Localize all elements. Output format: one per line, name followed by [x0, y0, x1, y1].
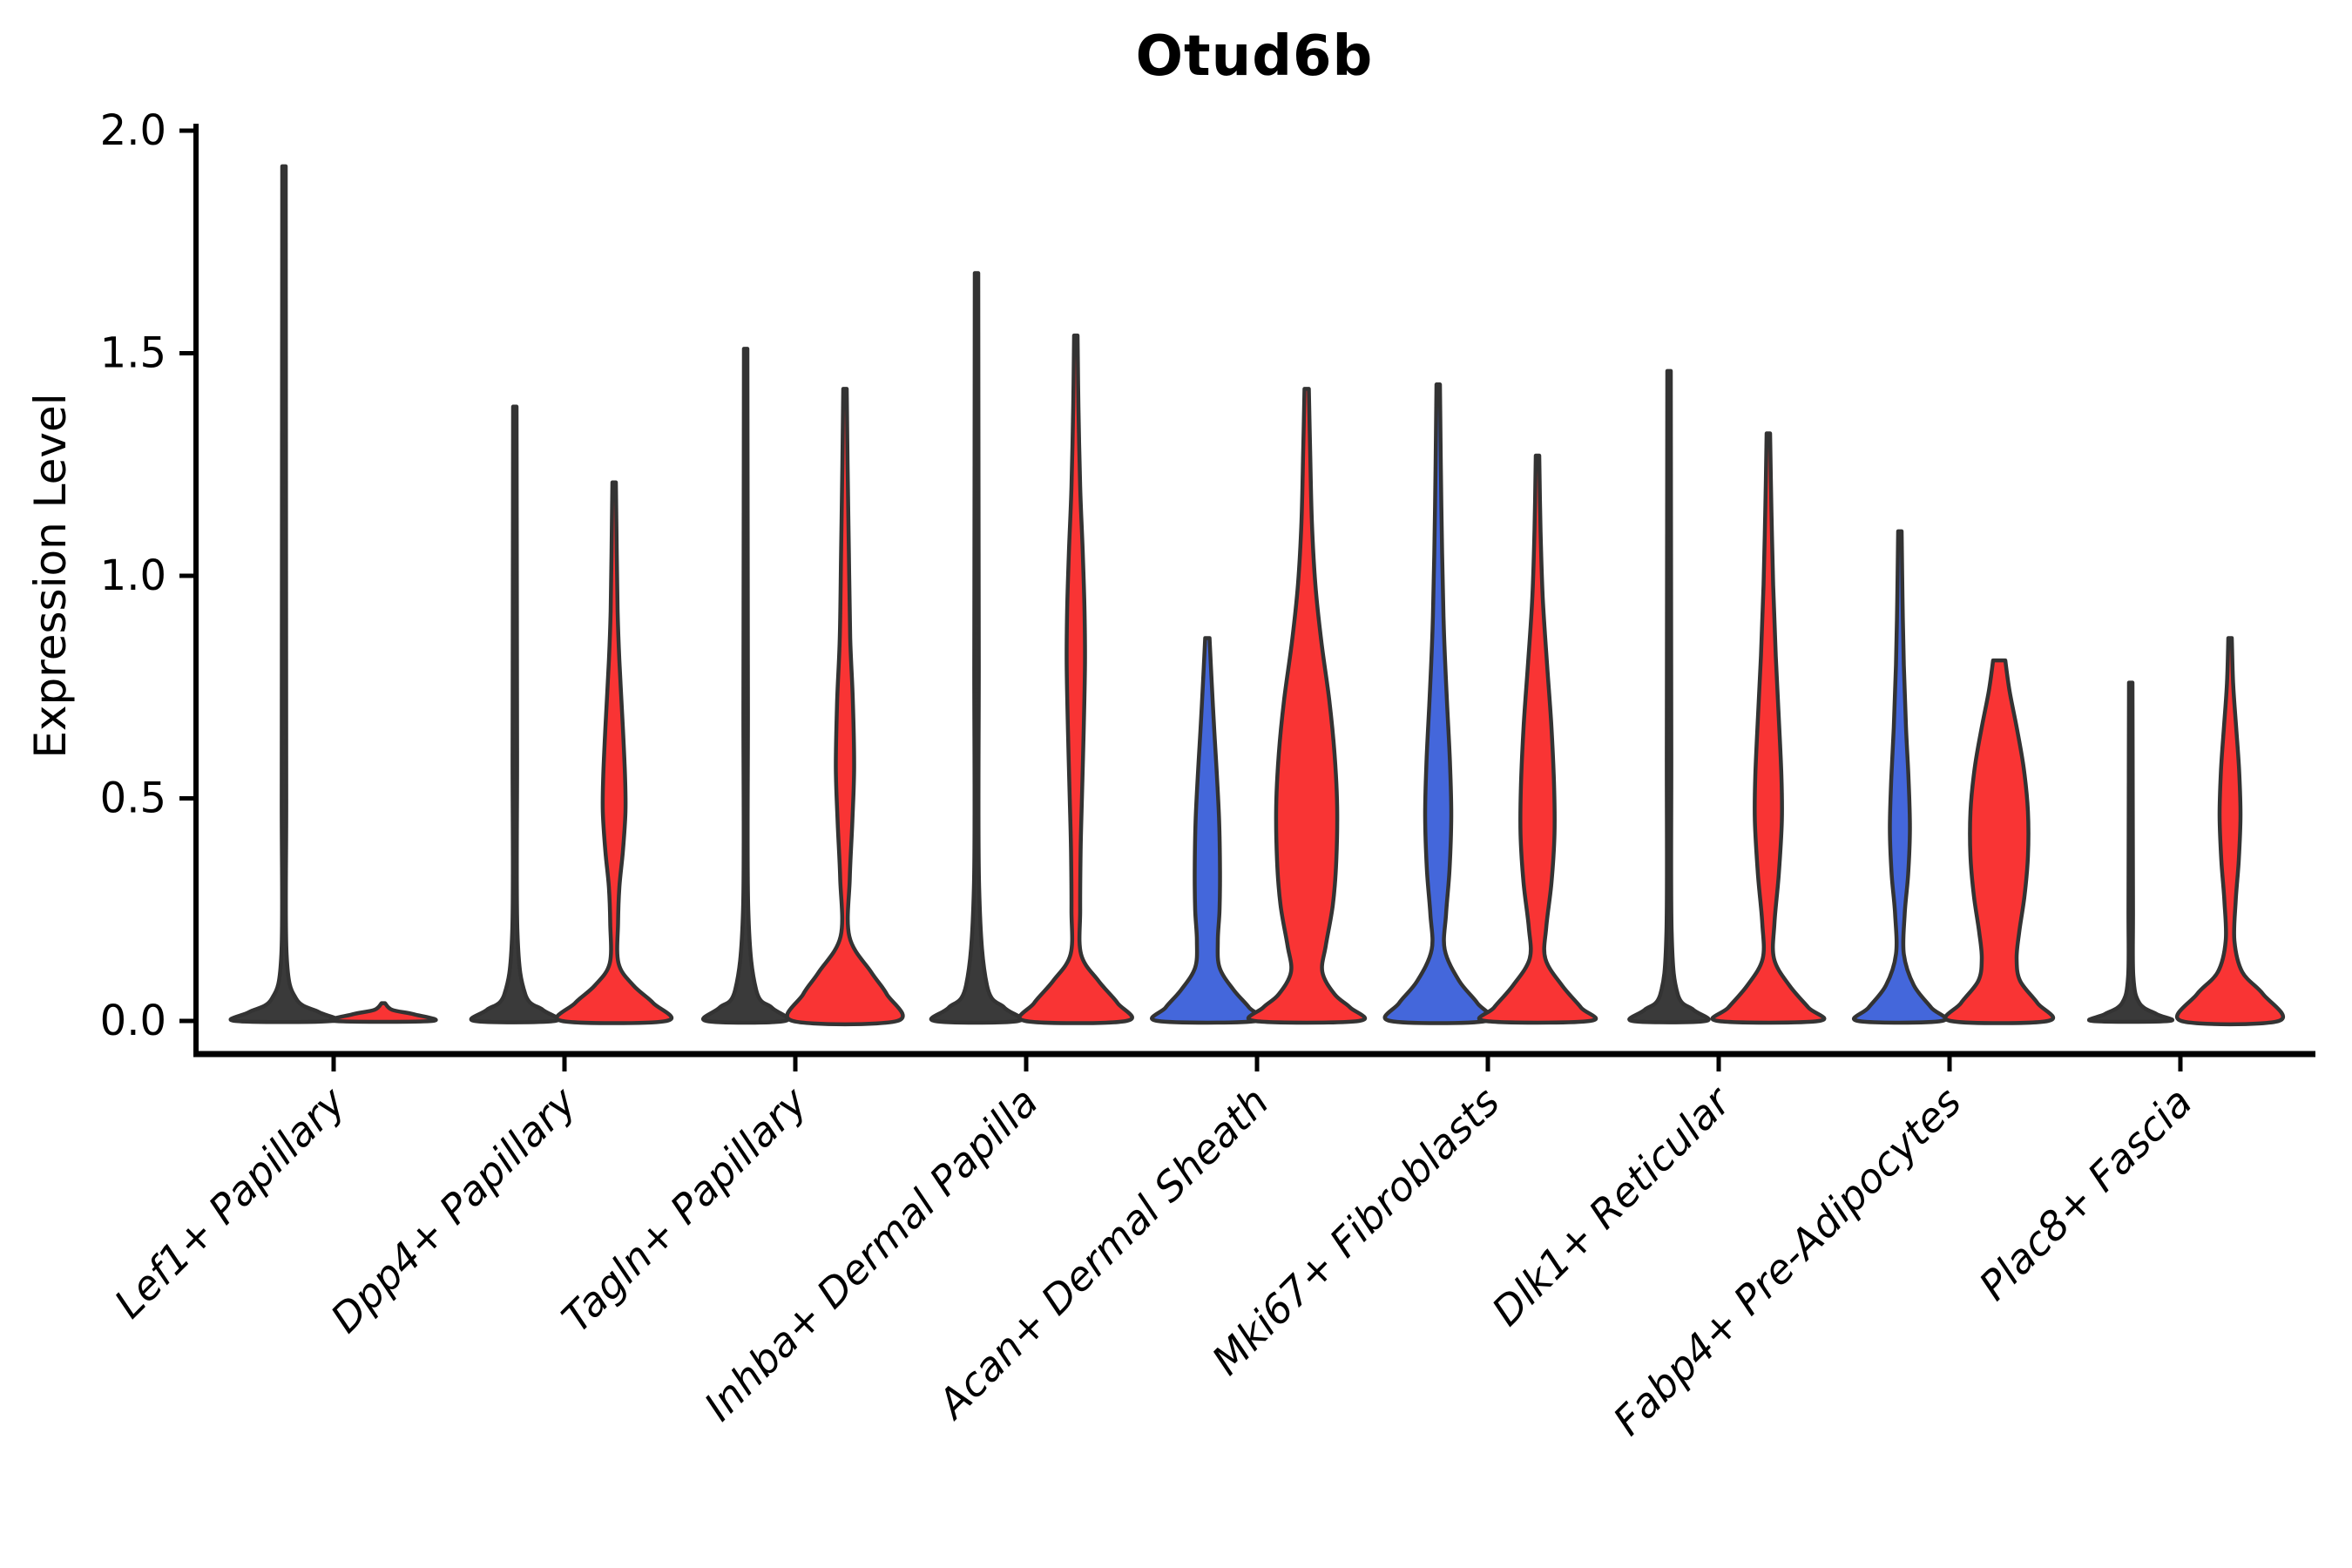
y-tick-label: 0.0: [100, 997, 166, 1045]
y-tick-label: 1.0: [100, 551, 166, 600]
y-axis-title: Expression Level: [25, 393, 76, 759]
x-category-label: Dlk1+ Reticular: [1483, 1076, 1741, 1335]
violin-8-left: [2086, 680, 2175, 1024]
violin-1-left: [469, 404, 561, 1024]
violin-1-right: [554, 480, 674, 1025]
y-tick-label: 0.5: [100, 774, 166, 823]
violin-7-right: [1943, 658, 2056, 1025]
violin-5-right: [1477, 453, 1598, 1025]
violin-4-right: [1246, 387, 1368, 1025]
violin-0-left: [228, 164, 340, 1024]
violin-4-left: [1150, 636, 1265, 1025]
violin-6-left: [1627, 368, 1711, 1024]
x-category-label: Lef1+ Papillary: [105, 1078, 355, 1327]
violin-3-left: [929, 271, 1024, 1025]
violin-5-left: [1382, 382, 1494, 1025]
violin-0-right: [328, 1001, 438, 1024]
violin-8-right: [2174, 636, 2286, 1027]
x-category-label: Tagln+ Papillary: [552, 1078, 816, 1342]
y-tick-label: 2.0: [100, 106, 166, 155]
violin-2-left: [701, 347, 790, 1025]
violin-6-right: [1710, 431, 1827, 1025]
violin-3-right: [1017, 333, 1134, 1025]
x-category-label: Plac8+ Fascia: [1970, 1078, 2200, 1309]
violin-2-right: [785, 387, 905, 1027]
y-tick-label: 1.5: [100, 329, 166, 378]
x-category-label: Dpp4+ Papillary: [321, 1078, 585, 1342]
violin-7-left: [1851, 529, 1949, 1025]
chart-title: Otud6b: [1135, 24, 1374, 89]
